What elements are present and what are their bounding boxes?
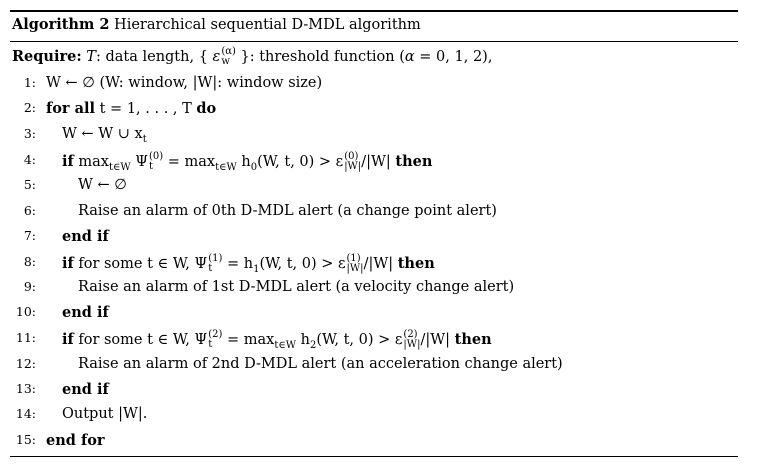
require-keyword: Require: [12,48,82,65]
caption-rule [10,41,738,42]
line-number: 10: [15,304,36,319]
require-var-t: T [86,49,96,65]
eps-scripts: (1) |W| [347,254,364,274]
eps-top: (1) [346,253,361,264]
line-number: 3: [23,126,36,141]
line-code: if for some t ∈ W, Ψ (2) t = maxt∈W h2(W, … [62,330,492,351]
eps-top: (2) [403,329,418,340]
psi-scripts: (1) t [208,254,222,274]
line-code: W ← ∅ [78,177,127,193]
require-alpha: α [404,49,415,65]
code-text: = max [163,154,216,170]
algorithm-caption: Algorithm 2 Hierarchical sequential D-MD… [12,16,421,33]
keyword: then [395,153,433,170]
eps-scripts: (0) |W| [344,152,361,172]
psi-sub: t [208,263,213,274]
psi: Ψ [135,154,148,170]
top-rule [10,10,738,12]
require-text-b: : data length, { [95,49,208,65]
code-text: for some t ∈ W, Ψ [73,332,208,348]
line-number: 1: [23,75,36,90]
psi-sup: (1) [208,253,223,264]
code-text: (W, t, 0) > ε [259,256,346,272]
line-number: 4: [23,152,36,167]
keyword: end if [62,228,109,245]
code-text: (W, t, 0) > ε [316,332,403,348]
eps-scripts: (2) |W| [403,330,420,350]
keyword: do [196,100,217,117]
code-text: = max [222,332,275,348]
psi-sup: (0) [148,151,164,162]
line-number: 13: [15,381,36,396]
line-code: W ← ∅ (W: window, |W|: window size) [46,75,323,91]
code-text: h [296,332,310,348]
code-text: /|W| [420,332,455,348]
psi-sup: (2) [208,329,223,340]
require-eps-scripts: (α) w [221,47,236,67]
bottom-rule [10,456,738,457]
line-number: 7: [23,228,36,243]
h-sub: 2 [309,339,317,351]
code-sub: t∈W [215,161,237,173]
code-text: /|W| [363,256,398,272]
code-text: max [78,154,109,170]
line-number: 12: [15,356,36,371]
line-code: if for some t ∈ W, Ψ (1) t = h1(W, t, 0) >… [62,254,435,275]
keyword: end for [46,432,105,449]
eps-top: (0) [344,151,359,162]
line-number: 15: [15,432,36,447]
line-number: 5: [23,177,36,192]
code-text: h [236,154,251,170]
line-code: for all t = 1, . . . , T do [46,100,216,117]
psi-sub: t [148,161,153,172]
code-text: = h [222,256,254,272]
keyword: then [454,331,492,348]
require-eps-sub: w [221,56,230,67]
psi-sub: t [208,339,213,350]
keyword: end if [62,381,109,398]
psi-scripts: (0) t [149,152,163,172]
keyword: for all [46,100,96,117]
require-text-d: = 0, 1, 2), [414,49,493,65]
line-code: W ← W ∪ xt [62,126,147,145]
code-text: /|W| [361,154,396,170]
code-sub: t [142,133,147,145]
line-number: 6: [23,203,36,218]
keyword: if [62,331,74,348]
line-number: 2: [23,100,36,115]
line-number: 14: [15,406,36,421]
require-eps-sup: (α) [221,46,236,57]
keyword: if [62,255,74,272]
line-code: Raise an alarm of 2nd D-MDL alert (an ac… [78,356,563,372]
eps-bot: |W| [344,161,362,172]
require-eps: ε [212,49,221,65]
keyword: if [62,153,74,170]
h-sub: 0 [250,161,258,173]
eps-bot: |W| [403,339,421,350]
psi-scripts: (2) t [208,330,222,350]
code-text: t = 1, . . . , T [95,101,197,117]
line-code: Raise an alarm of 0th D-MDL alert (a cha… [78,203,497,219]
line-number: 8: [23,254,36,269]
eps-bot: |W| [346,263,364,274]
line-number: 11: [15,330,36,345]
keyword: end if [62,304,109,321]
line-number: 9: [23,279,36,294]
line-code: Raise an alarm of 1st D-MDL alert (a vel… [78,279,515,295]
keyword: then [397,255,435,272]
caption-label: Algorithm 2 [12,16,110,33]
line-code: if maxt∈W Ψ (0) t = maxt∈W h0(W, t, 0) > ε… [62,152,433,173]
code-sub: t∈W [274,339,297,351]
caption-title: Hierarchical sequential D-MDL algorithm [114,17,421,33]
code-text: for some t ∈ W, Ψ [73,256,208,272]
require-text-c: }: threshold function ( [240,49,405,65]
code-text: (W, t, 0) > ε [257,154,344,170]
require-line: Require: T: data length, { ε (α) w }: thre… [12,47,492,67]
code-text: W ← W ∪ x [62,126,143,142]
h-sub: 1 [253,263,260,275]
code-sub: t∈W [108,161,131,173]
line-code: Output |W|. [62,406,148,422]
